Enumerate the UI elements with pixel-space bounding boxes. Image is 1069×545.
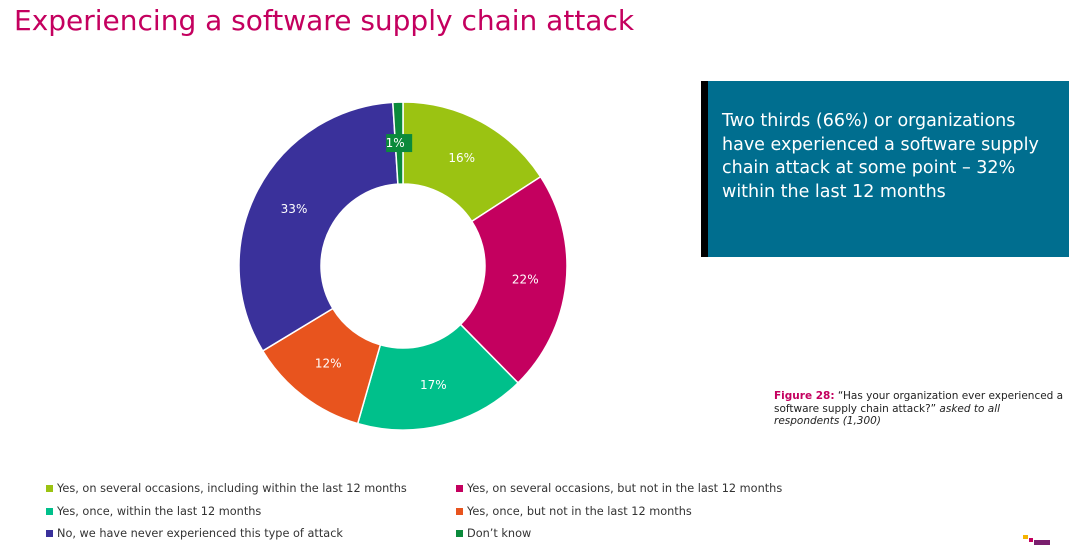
figure-question: “Has your organization ever experienced … — [774, 390, 1064, 415]
figure-label: Figure 28: — [774, 390, 835, 402]
donut-slice-1 — [459, 175, 568, 384]
legend-label-4: No, we have never experienced this type … — [57, 527, 343, 540]
logo-bar-purple — [1034, 540, 1050, 545]
legend-item-0: Yes, on several occasions, including wit… — [46, 482, 407, 495]
data-label-2: 17% — [420, 378, 447, 392]
legend-swatch-5 — [456, 530, 463, 537]
legend-swatch-3 — [456, 507, 463, 515]
donut-slice-2 — [356, 323, 520, 431]
donut-slice-0 — [402, 101, 542, 223]
brand-logo — [1023, 535, 1050, 545]
legend-label-3: Yes, once, but not in the last 12 months — [467, 504, 692, 518]
callout-text: Two thirds (66%) or organizations have e… — [722, 111, 1039, 202]
legend-item-2: Yes, once, within the last 12 months — [46, 505, 261, 518]
data-label-0: 16% — [448, 151, 475, 165]
legend-label-0: Yes, on several occasions, including wit… — [57, 482, 407, 495]
figure-caption: Figure 28: “Has your organization ever e… — [774, 390, 1066, 428]
data-label-3: 12% — [315, 357, 342, 371]
legend-item-3: Yes, once, but not in the last 12 months — [456, 505, 692, 518]
legend-label-5: Don’t know — [467, 527, 532, 540]
legend-label-2: Yes, once, within the last 12 months — [57, 504, 262, 518]
figure-note: asked to all respondents (1,300) — [774, 402, 1001, 428]
logo-square-pink — [1029, 538, 1033, 542]
donut-data-labels: 16% 22% 17% 12% 33% 1% — [281, 134, 539, 392]
page-title: Experiencing a software supply chain att… — [14, 4, 635, 37]
data-label-bg-5 — [386, 134, 413, 153]
data-label-5: 1% — [386, 136, 405, 150]
legend-item-1: Yes, on several occasions, but not in th… — [456, 482, 782, 495]
donut-slice-4 — [238, 101, 399, 352]
legend-swatch-4 — [46, 530, 53, 537]
legend-label-1: Yes, on several occasions, but not in th… — [467, 482, 783, 495]
legend-swatch-2 — [46, 507, 53, 515]
legend-swatch-1 — [456, 485, 463, 492]
legend-swatch-0 — [46, 485, 53, 492]
data-label-1: 22% — [512, 272, 539, 286]
key-finding-callout: Two thirds (66%) or organizations have e… — [701, 81, 1069, 257]
data-label-4: 33% — [281, 202, 308, 216]
logo-square-yellow — [1023, 535, 1028, 539]
legend-item-5: Don’t know — [456, 527, 531, 540]
donut-slices — [238, 101, 568, 431]
legend-item-4: No, we have never experienced this type … — [46, 527, 343, 540]
